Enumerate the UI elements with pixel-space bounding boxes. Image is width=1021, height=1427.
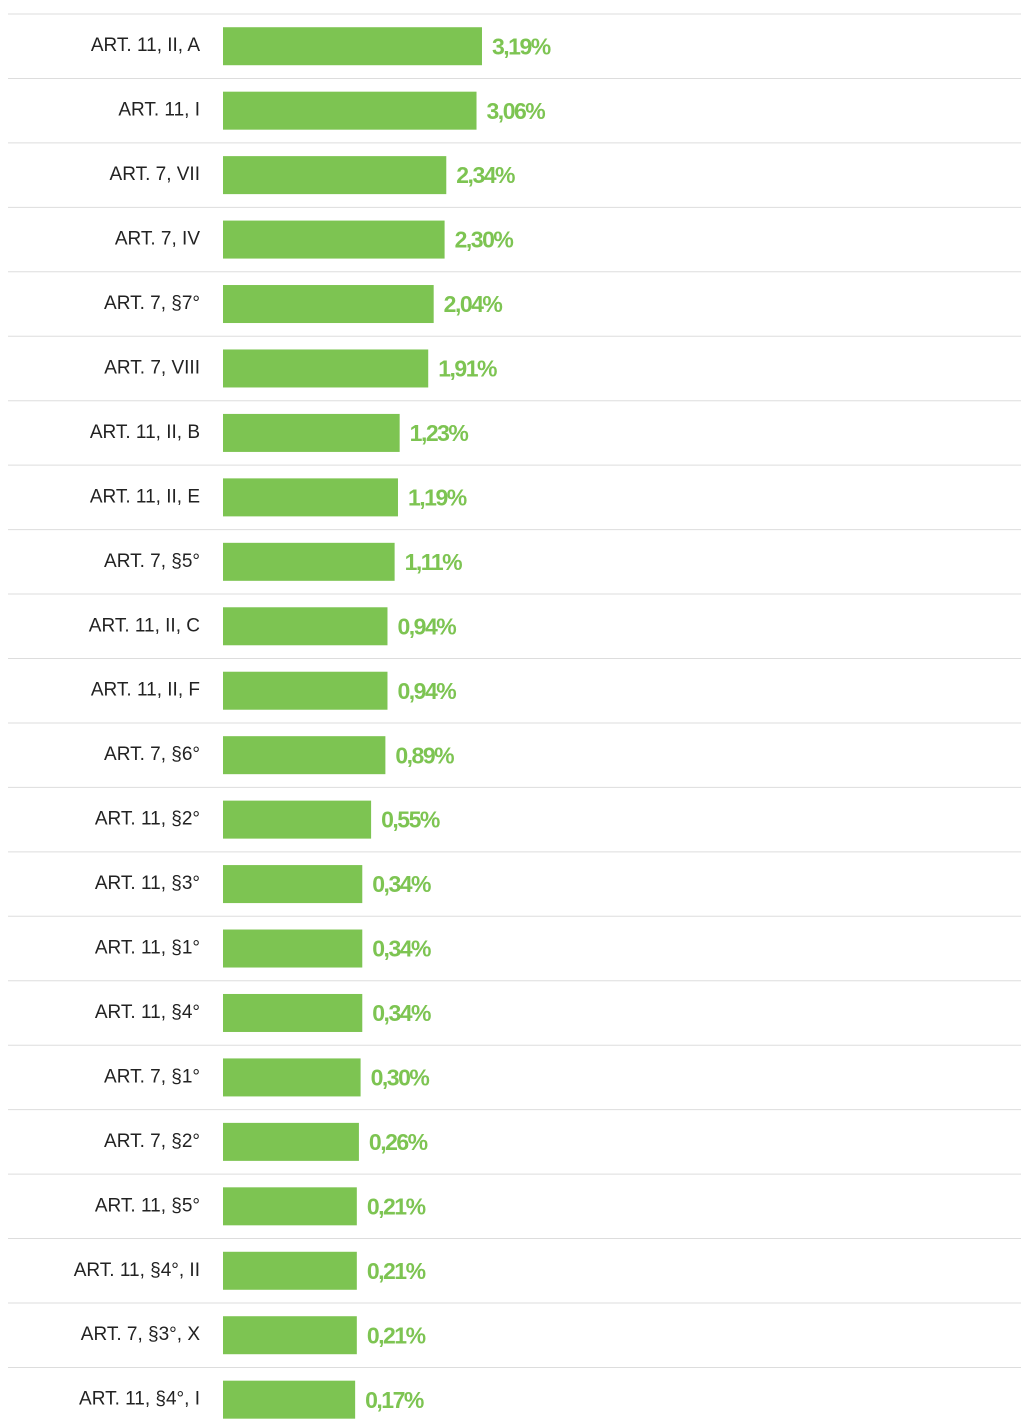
bar <box>223 929 363 968</box>
category-label: ART. 7, §6° <box>104 744 200 765</box>
bar <box>223 1316 357 1355</box>
bar <box>223 993 363 1032</box>
value-label: 2,30% <box>455 227 514 253</box>
category-label: ART. 7, §3°, X <box>81 1324 201 1345</box>
bar <box>223 1187 357 1226</box>
bar <box>223 413 400 452</box>
bar <box>223 1058 361 1097</box>
bar <box>223 736 386 775</box>
bar <box>223 1251 357 1290</box>
value-label: 0,17% <box>365 1387 424 1413</box>
value-label: 0,30% <box>371 1065 430 1091</box>
category-label: ART. 11, I <box>118 100 200 121</box>
category-label: ART. 11, §2° <box>95 809 200 830</box>
value-label: 0,34% <box>372 936 431 962</box>
category-label: ART. 11, II, C <box>89 615 200 636</box>
value-label: 0,26% <box>369 1129 428 1155</box>
value-label: 0,55% <box>381 807 440 833</box>
category-label: ART. 11, §4°, I <box>79 1389 200 1410</box>
category-label: ART. 11, §4°, II <box>74 1260 200 1281</box>
bar <box>223 607 388 646</box>
bar <box>223 156 447 195</box>
value-label: 1,19% <box>408 484 467 510</box>
category-label: ART. 11, §1° <box>95 938 200 959</box>
bar <box>223 1122 359 1161</box>
value-label: 0,89% <box>395 742 454 768</box>
category-label: ART. 7, §5° <box>104 551 200 572</box>
category-label: ART. 11, II, A <box>91 35 200 56</box>
category-label: ART. 7, VIII <box>104 357 200 378</box>
bar <box>223 285 434 324</box>
category-label: ART. 11, II, E <box>90 486 200 507</box>
bar <box>223 542 395 581</box>
category-label: ART. 11, II, B <box>90 422 200 443</box>
category-label: ART. 7, IV <box>115 229 201 250</box>
value-label: 0,34% <box>372 1000 431 1026</box>
bar <box>223 220 445 259</box>
category-label: ART. 7, §7° <box>104 293 200 314</box>
bar <box>223 671 388 710</box>
bar <box>223 865 363 904</box>
value-label: 0,34% <box>372 871 431 897</box>
value-label: 0,94% <box>397 613 456 639</box>
value-label: 3,19% <box>492 33 551 59</box>
value-label: 3,06% <box>487 98 546 124</box>
bar <box>223 349 429 388</box>
value-label: 0,94% <box>397 678 456 704</box>
category-label: ART. 11, §4° <box>95 1002 200 1023</box>
category-label: ART. 11, II, F <box>91 680 200 701</box>
category-label: ART. 7, VII <box>110 164 200 185</box>
bar <box>223 91 477 130</box>
value-label: 1,11% <box>405 549 462 575</box>
value-label: 0,21% <box>367 1193 426 1219</box>
value-label: 0,21% <box>367 1258 426 1284</box>
bar <box>223 27 482 66</box>
category-label: ART. 7, §1° <box>104 1066 200 1087</box>
value-label: 2,34% <box>456 162 515 188</box>
bar <box>223 1380 356 1419</box>
value-label: 1,91% <box>438 356 497 382</box>
category-label: ART. 11, §3° <box>95 873 200 894</box>
value-label: 2,04% <box>444 291 503 317</box>
bar <box>223 800 372 839</box>
value-label: 1,23% <box>410 420 469 446</box>
value-label: 0,21% <box>367 1322 426 1348</box>
bar <box>223 478 398 517</box>
category-label: ART. 11, §5° <box>95 1195 200 1216</box>
category-label: ART. 7, §2° <box>104 1131 200 1152</box>
